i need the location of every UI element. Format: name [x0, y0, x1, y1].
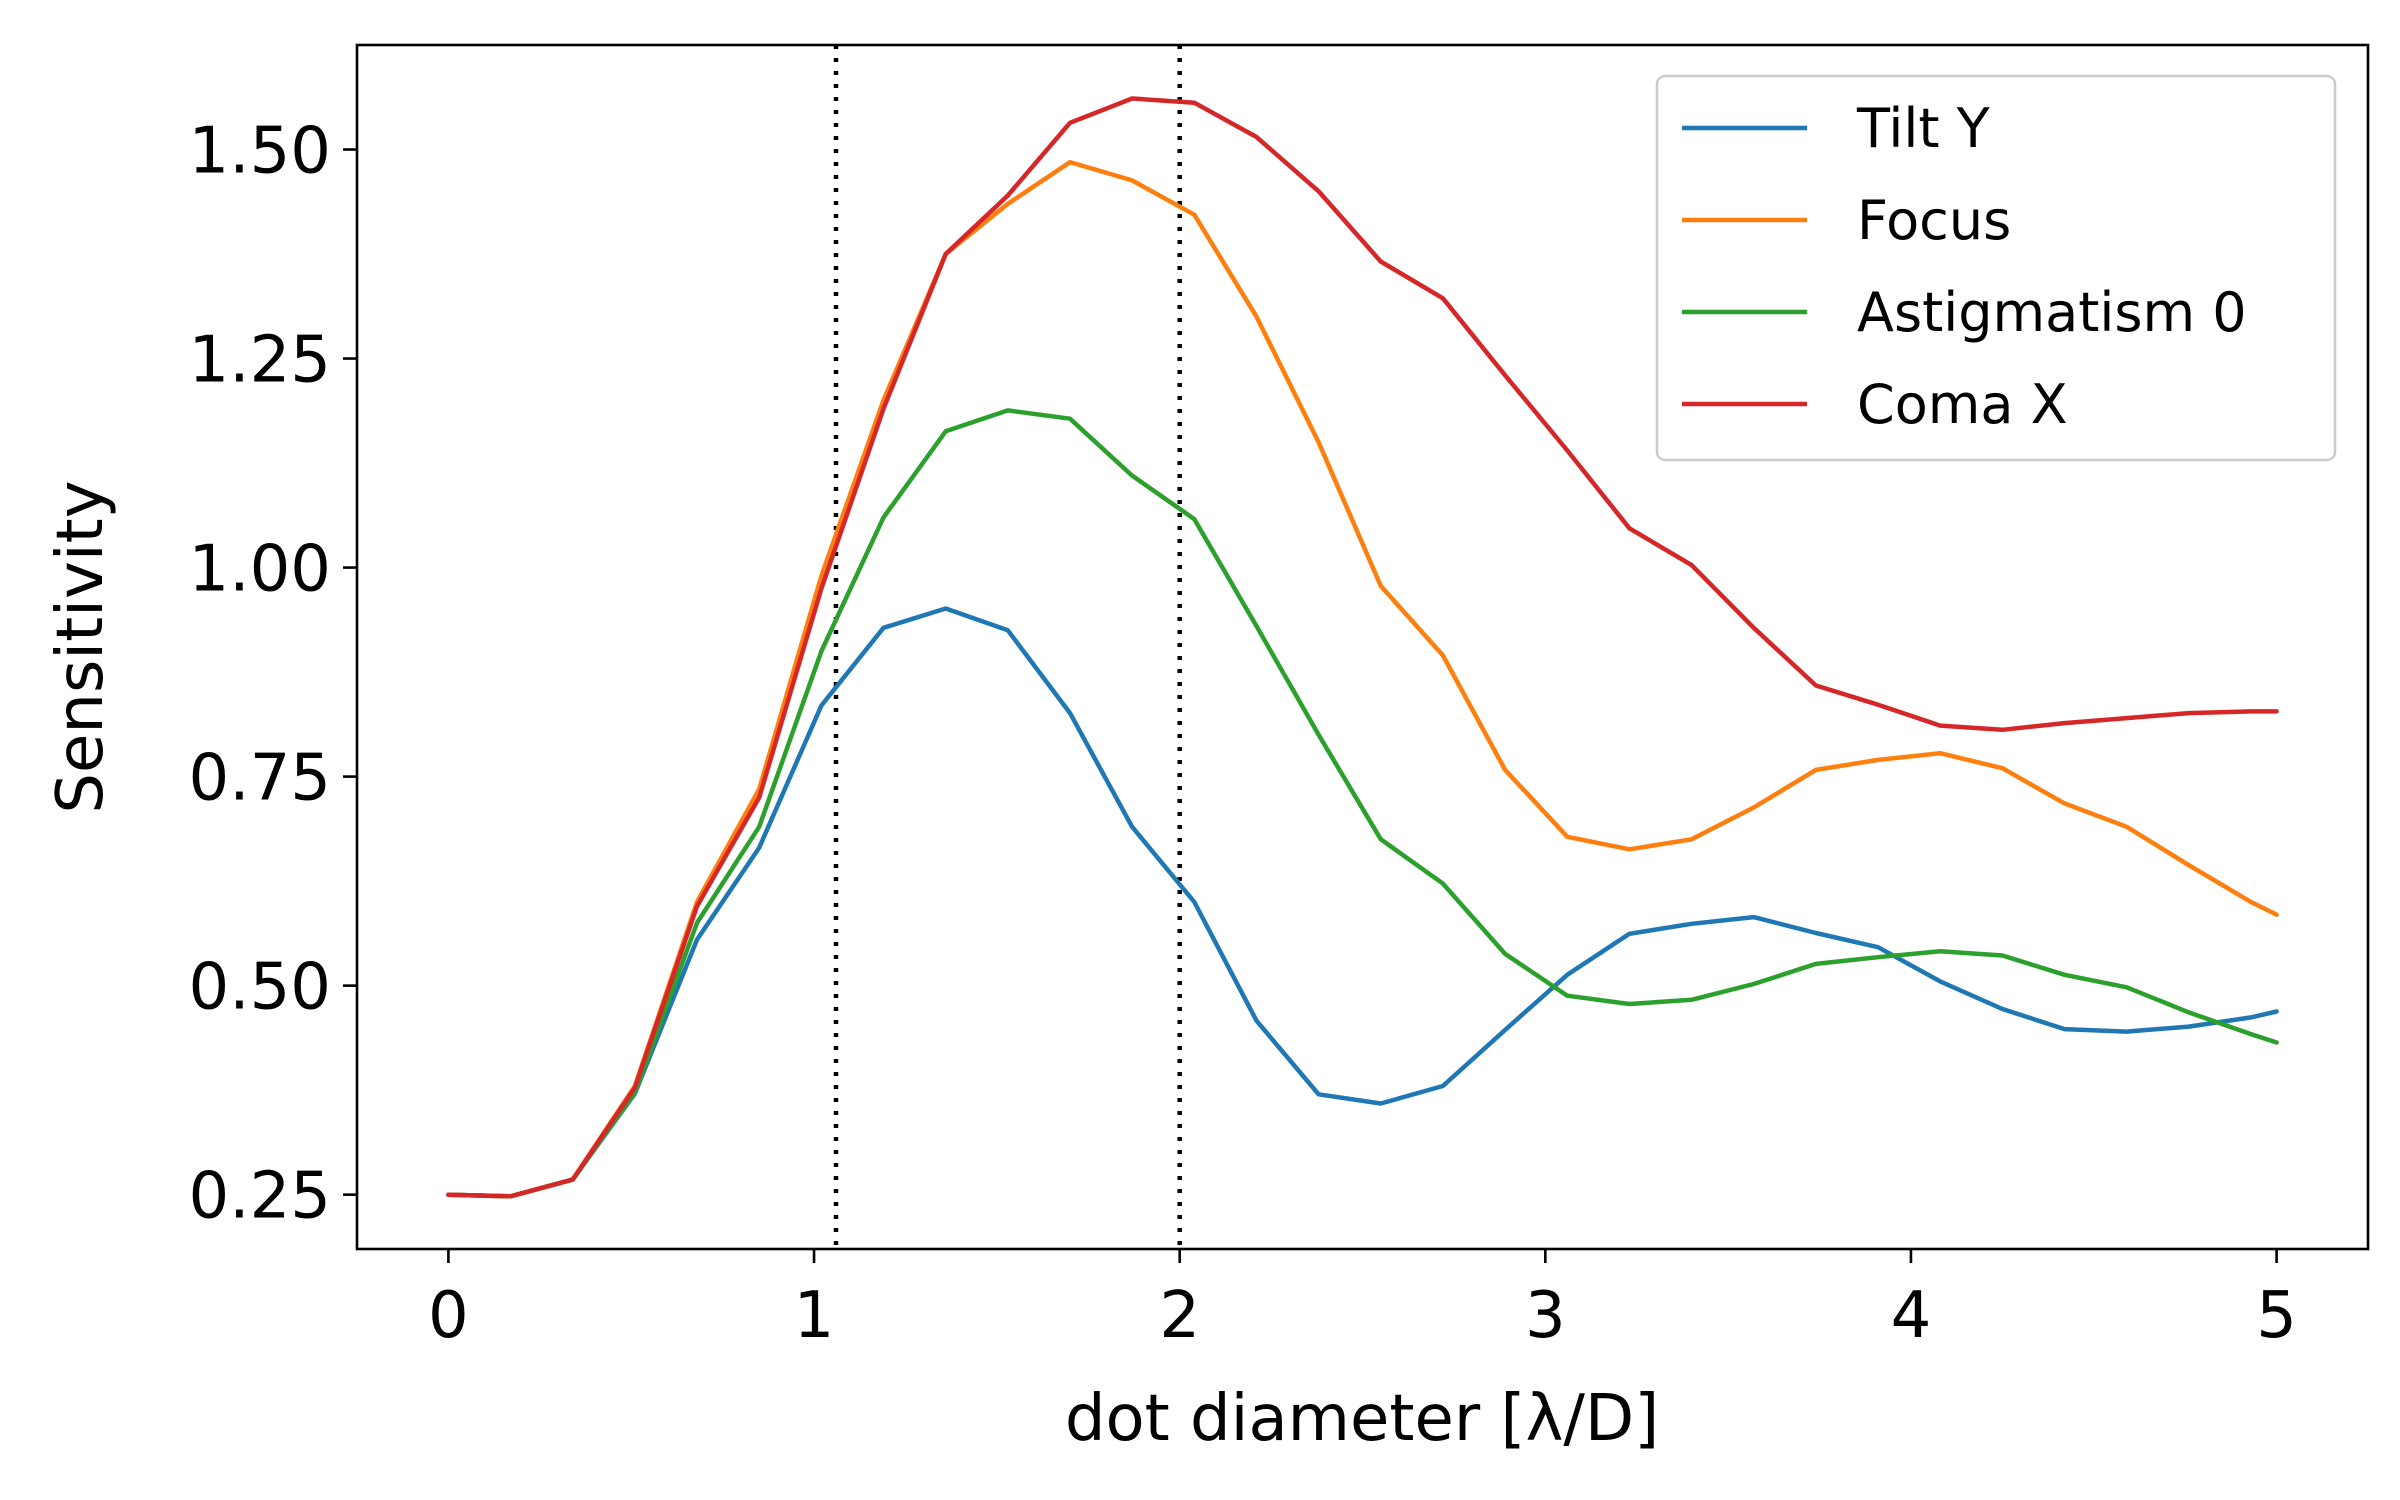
y-tick-label: 0.75 [189, 742, 332, 816]
legend: Tilt Y Focus Astigmatism 0 Coma X [1655, 74, 2337, 462]
axes-frame [355, 43, 2370, 1251]
x-axis-label: dot diameter [λ/D] [1065, 1382, 1659, 1456]
y-tick-label: 0.50 [189, 951, 332, 1025]
x-tick-label: 2 [1159, 1279, 1200, 1353]
legend-frame [1655, 74, 2337, 462]
x-tick-label: 3 [1525, 1279, 1566, 1353]
y-tick-label: 1.50 [189, 115, 332, 189]
legend-label: Astigmatism 0 [1857, 281, 2247, 344]
x-tick-label: 4 [1891, 1279, 1932, 1353]
plot-area [446, 45, 2279, 1249]
axes: 0 1 2 3 4 5 0.25 0.50 0.75 1.00 1.25 1.50 [189, 115, 2297, 1353]
series-line-coma-x [446, 96, 2279, 1199]
series-line-focus [446, 159, 2279, 1199]
x-tick-label: 1 [794, 1279, 835, 1353]
y-tick-label: 0.25 [189, 1160, 332, 1234]
series-line-astigmatism-0 [446, 408, 2279, 1199]
legend-label: Focus [1857, 189, 2011, 252]
legend-label: Tilt Y [1856, 97, 1991, 160]
legend-label: Coma X [1857, 373, 2068, 436]
series-line-tilt-y [446, 606, 2279, 1199]
y-tick-label: 1.00 [189, 533, 332, 607]
x-tick-label: 0 [428, 1279, 469, 1353]
x-tick-label: 5 [2256, 1279, 2297, 1353]
y-tick-label: 1.25 [189, 324, 332, 398]
y-axis-label: Sensitivity [44, 480, 118, 813]
